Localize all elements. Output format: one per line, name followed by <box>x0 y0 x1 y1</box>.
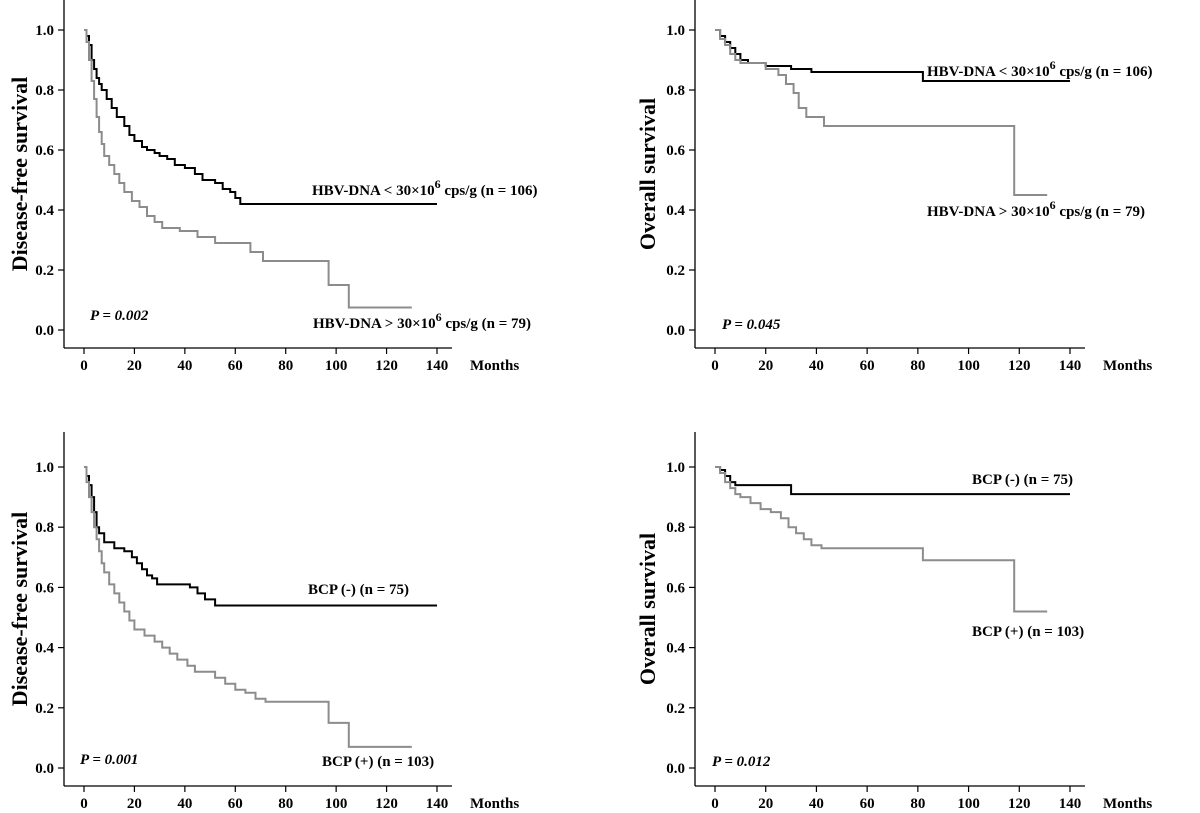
x-tick-label: 140 <box>426 358 449 374</box>
survival-curve-low <box>84 466 437 607</box>
x-tick-label: 0 <box>711 358 719 374</box>
x-tick-label: 20 <box>127 796 142 812</box>
p-value-label: P = 0.012 <box>712 754 771 770</box>
y-tick-label: 1.0 <box>666 23 685 39</box>
y-tick-label: 0.6 <box>666 143 685 159</box>
survival-curve-high <box>715 466 1048 613</box>
y-axis-title: Overall survival <box>635 533 660 685</box>
series-label: HBV-DNA > 30×106 cps/g (n = 79) <box>313 310 531 332</box>
series-label: BCP (+) (n = 103) <box>972 624 1084 640</box>
y-tick-label: 0.4 <box>666 641 685 657</box>
x-tick-label: 100 <box>957 358 980 374</box>
x-tick-label: 60 <box>860 358 875 374</box>
x-tick-label: 120 <box>375 796 398 812</box>
survival-curve-high <box>84 29 412 309</box>
x-axis-title: Months <box>1103 796 1152 812</box>
x-tick-label: 40 <box>809 796 824 812</box>
y-tick-label: 0.8 <box>666 520 685 536</box>
x-tick-label: 40 <box>177 358 192 374</box>
y-tick-label: 1.0 <box>666 460 685 476</box>
y-tick-label: 0.4 <box>35 203 54 219</box>
x-tick-label: 20 <box>758 358 773 374</box>
y-tick-label: 0.8 <box>666 83 685 99</box>
y-tick-label: 0.2 <box>666 263 685 279</box>
series-label: HBV-DNA < 30×106 cps/g (n = 106) <box>312 177 538 199</box>
y-axis-title: Disease-free survival <box>7 77 32 272</box>
x-tick-label: 60 <box>860 796 875 812</box>
p-value-label: P = 0.001 <box>80 752 138 768</box>
x-tick-label: 0 <box>711 796 719 812</box>
x-tick-label: 140 <box>1059 796 1082 812</box>
x-tick-label: 60 <box>228 358 243 374</box>
y-tick-label: 0.0 <box>35 761 54 777</box>
x-tick-label: 0 <box>80 796 88 812</box>
y-tick-label: 1.0 <box>35 23 54 39</box>
x-tick-label: 80 <box>910 358 925 374</box>
y-tick-label: 0.8 <box>35 520 54 536</box>
x-tick-label: 120 <box>1008 358 1031 374</box>
y-tick-label: 0.4 <box>35 641 54 657</box>
y-axis-title: Disease-free survival <box>7 512 32 707</box>
x-tick-label: 80 <box>910 796 925 812</box>
x-tick-label: 100 <box>957 796 980 812</box>
y-tick-label: 1.0 <box>35 460 54 476</box>
x-tick-label: 20 <box>758 796 773 812</box>
series-label: HBV-DNA < 30×106 cps/g (n = 106) <box>927 58 1153 80</box>
p-value-label: P = 0.002 <box>90 308 149 324</box>
y-tick-label: 0.6 <box>35 143 54 159</box>
x-axis-title: Months <box>1103 358 1152 374</box>
survival-curve-high <box>84 466 412 748</box>
survival-curve-low <box>84 29 437 205</box>
x-tick-label: 60 <box>228 796 243 812</box>
x-tick-label: 140 <box>426 796 449 812</box>
series-label: BCP (-) (n = 75) <box>972 472 1073 488</box>
panel-top-right: 0.0 0.2 0.4 0.6 0.8 1.0 0 20 40 60 80 100 120 140 Mont… <box>635 0 1153 374</box>
survival-curve-high <box>715 29 1048 196</box>
panel-bottom-right: 0.0 0.2 0.4 0.6 0.8 1.0 0 20 40 60 80 100 120 140 Mont… <box>635 432 1152 812</box>
p-value-label: P = 0.045 <box>722 317 781 333</box>
x-tick-label: 40 <box>809 358 824 374</box>
x-tick-label: 80 <box>278 358 293 374</box>
series-label: BCP (-) (n = 75) <box>308 582 409 598</box>
x-axis-title: Months <box>470 796 519 812</box>
x-tick-label: 20 <box>127 358 142 374</box>
y-axis-title: Overall survival <box>635 98 660 250</box>
y-tick-label: 0.0 <box>666 761 685 777</box>
x-tick-label: 80 <box>278 796 293 812</box>
x-tick-label: 140 <box>1059 358 1082 374</box>
x-tick-label: 0 <box>80 358 88 374</box>
x-tick-label: 40 <box>177 796 192 812</box>
y-tick-label: 0.8 <box>35 83 54 99</box>
panel-top-left: 0.0 0.2 0.4 0.6 0.8 1.0 0 20 40 60 80 100 120 140 Mont… <box>7 0 538 374</box>
y-tick-label: 0.0 <box>35 323 54 339</box>
y-tick-label: 0.2 <box>666 701 685 717</box>
y-tick-label: 0.2 <box>35 263 54 279</box>
y-tick-label: 0.0 <box>666 323 685 339</box>
y-tick-label: 0.6 <box>666 580 685 596</box>
x-tick-label: 100 <box>325 358 348 374</box>
x-tick-label: 100 <box>325 796 348 812</box>
series-label: BCP (+) (n = 103) <box>322 754 434 770</box>
x-tick-label: 120 <box>375 358 398 374</box>
y-tick-label: 0.4 <box>666 203 685 219</box>
series-label: HBV-DNA > 30×106 cps/g (n = 79) <box>927 198 1145 220</box>
y-tick-label: 0.2 <box>35 701 54 717</box>
x-axis-title: Months <box>470 358 519 374</box>
x-tick-label: 120 <box>1008 796 1031 812</box>
panel-bottom-left: 0.0 0.2 0.4 0.6 0.8 1.0 0 20 40 60 80 100 120 140 Mont… <box>7 432 519 812</box>
y-tick-label: 0.6 <box>35 580 54 596</box>
